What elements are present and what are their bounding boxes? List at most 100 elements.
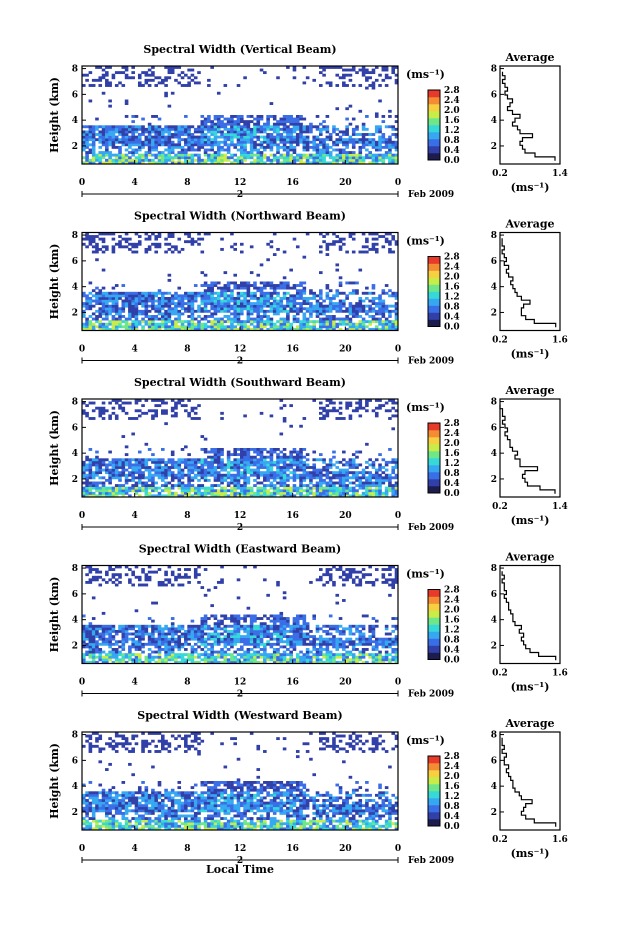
colorbar-swatch (428, 444, 440, 452)
heatmap-cell (332, 471, 336, 475)
heatmap-cell (174, 627, 178, 631)
heatmap-cell (319, 296, 323, 300)
heatmap-cell (197, 640, 201, 644)
heatmap-cell (325, 127, 330, 131)
heatmap-cell (282, 320, 287, 324)
heatmap-cell (305, 486, 310, 490)
heatmap-cell (328, 401, 333, 405)
heatmap-cell (200, 484, 205, 487)
heatmap-cell (243, 414, 247, 418)
heatmap-cell (88, 481, 93, 485)
heatmap-cell (263, 125, 267, 129)
heatmap-cell (305, 127, 310, 131)
heatmap-cell (348, 68, 353, 72)
heatmap-cell (256, 491, 261, 495)
heatmap-cell (388, 125, 392, 129)
heatmap-cell (167, 658, 172, 662)
heatmap-cell (342, 478, 346, 482)
heatmap-cell (88, 296, 93, 300)
heatmap-cell (128, 130, 132, 134)
heatmap-cell (309, 130, 313, 134)
heatmap-cell (263, 460, 267, 464)
heatmap-cell (128, 624, 132, 628)
heatmap-cell (256, 296, 261, 300)
heatmap-cell (91, 640, 96, 644)
heatmap-cell (170, 414, 175, 418)
heatmap-cell (141, 299, 145, 303)
heatmap-cell (161, 158, 165, 162)
heatmap-cell (391, 127, 396, 131)
heatmap-cell (249, 489, 254, 493)
heatmap-cell (226, 315, 231, 318)
heatmap-cell (309, 161, 313, 165)
heatmap-cell (184, 296, 188, 300)
heatmap-cell (388, 289, 392, 293)
heatmap-cell (272, 478, 277, 482)
heatmap-cell (101, 322, 106, 326)
heatmap-cell (151, 486, 155, 490)
heatmap-cell (358, 404, 363, 408)
heatmap-cell (137, 140, 142, 144)
heatmap-cell (240, 302, 244, 306)
heatmap-cell (207, 468, 211, 472)
heatmap-cell (230, 476, 234, 480)
heatmap-cell (361, 161, 366, 165)
heatmap-cell (335, 322, 340, 326)
heatmap-cell (371, 140, 376, 144)
heatmap-cell (134, 645, 139, 649)
heatmap-cell (302, 66, 307, 69)
heatmap-cell (384, 460, 389, 464)
heatmap-cell (137, 450, 142, 454)
heatmap-cell (345, 494, 349, 498)
heatmap-cell (95, 632, 99, 636)
heatmap-cell (332, 143, 336, 147)
heatmap-cell (187, 327, 191, 331)
heatmap-cell (246, 460, 251, 464)
heatmap-cell (105, 299, 109, 303)
heatmap-cell (157, 245, 162, 249)
heatmap-cell (144, 411, 149, 415)
heatmap-cell (216, 161, 221, 165)
heatmap-cell (315, 151, 320, 154)
heatmap-cell (105, 660, 109, 664)
heatmap-cell (345, 401, 349, 405)
heatmap-cell (164, 138, 168, 142)
heatmap-cell (299, 486, 303, 490)
heatmap-cell (105, 73, 109, 77)
heatmap-cell (134, 140, 139, 144)
heatmap-cell (167, 468, 172, 472)
heatmap-cell (121, 284, 126, 287)
heatmap-cell (151, 161, 155, 165)
heatmap-cell (164, 637, 168, 641)
heatmap-cell (95, 460, 99, 464)
heatmap-cell (378, 473, 382, 477)
heatmap-cell (361, 143, 366, 147)
heatmap-cell (137, 473, 142, 477)
heatmap-cell (325, 473, 330, 477)
heatmap-cell (289, 309, 293, 313)
heatmap-cell (358, 68, 363, 72)
heatmap-cell (315, 489, 320, 493)
heatmap-cell (236, 133, 241, 136)
heatmap-cell (361, 140, 366, 144)
heatmap-cell (322, 309, 326, 313)
heatmap-cell (240, 304, 244, 308)
heatmap-cell (177, 575, 182, 579)
heatmap-cell (111, 158, 116, 162)
heatmap-cell (177, 624, 182, 628)
heatmap-cell (292, 304, 297, 308)
heatmap-cell (391, 325, 396, 329)
heatmap-cell (338, 284, 343, 287)
heatmap-cell (263, 291, 267, 295)
heatmap-cell (253, 320, 257, 324)
colorbar-swatch (428, 472, 440, 480)
heatmap-cell (266, 156, 270, 160)
heatmap-cell (141, 84, 145, 87)
y-tick-label: 8 (72, 231, 78, 241)
heatmap-cell (312, 450, 317, 454)
heatmap-cell (177, 460, 182, 464)
heatmap-cell (226, 130, 231, 134)
heatmap-cell (108, 486, 112, 490)
heatmap-cell (124, 458, 129, 462)
heatmap-cell (371, 153, 376, 157)
